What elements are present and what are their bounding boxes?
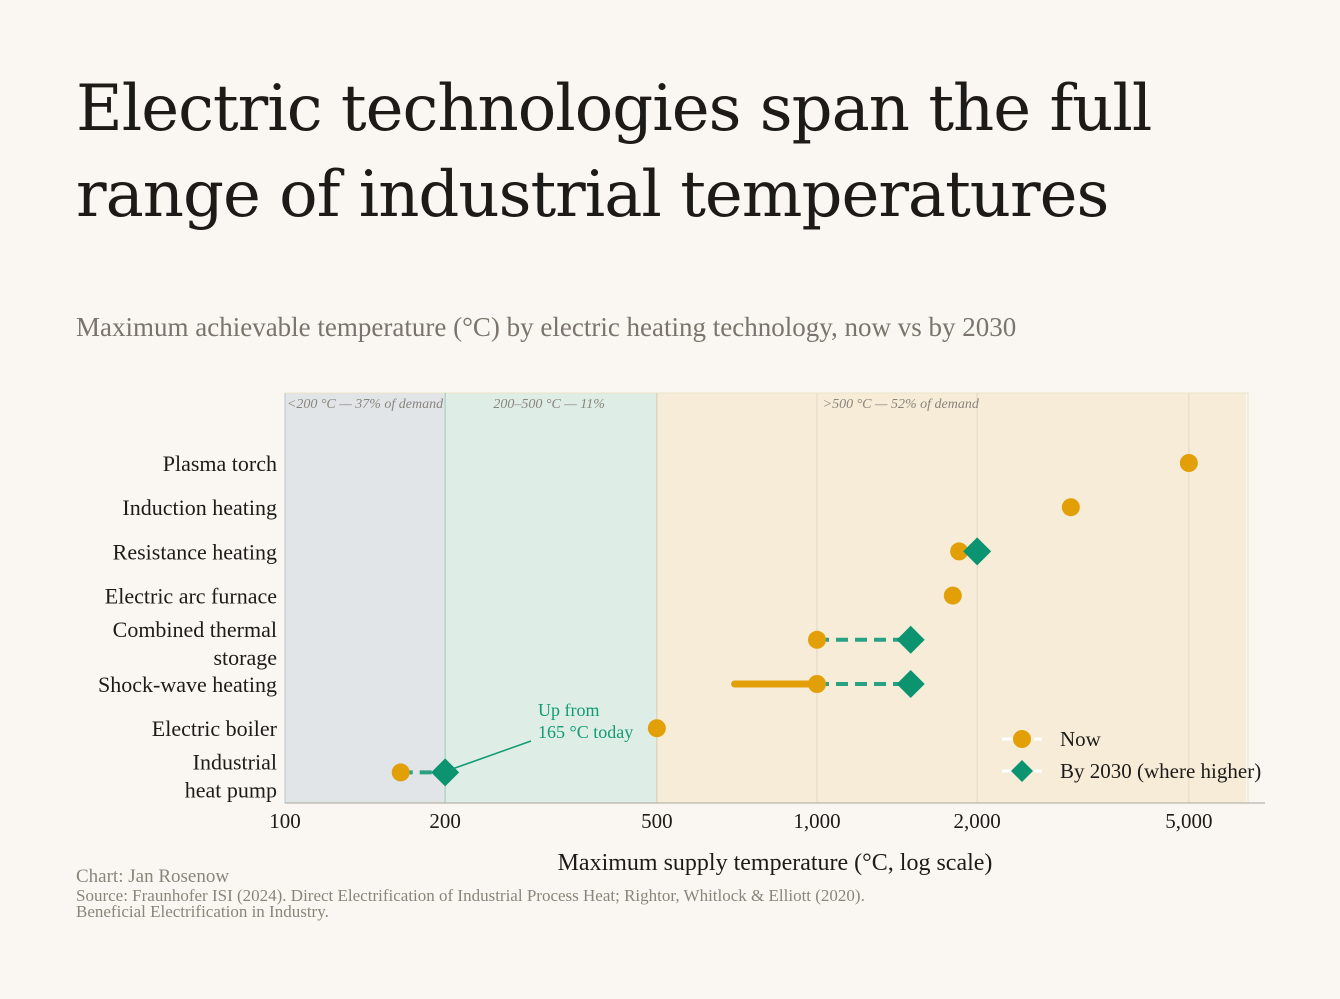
category-label: Resistance heating [113,539,277,564]
x-axis-label: Maximum supply temperature (°C, log scal… [558,850,993,876]
x-tick-label: 200 [429,809,461,833]
category-label: Industrial [193,749,277,774]
annotation-text: 165 °C today [538,722,633,742]
legend-label-2030: By 2030 (where higher) [1060,759,1261,783]
legend-marker-2030 [1011,760,1033,782]
x-tick-label: 500 [641,809,673,833]
point-now [943,586,962,605]
chart-title: Electric technologies span the full rang… [76,72,1152,232]
category-label: Electric arc furnace [105,584,277,609]
point-2030 [896,670,925,698]
band-label: 200–500 °C — 11% [493,397,605,412]
band-label: >500 °C — 52% of demand [823,397,980,412]
point-now [647,719,666,738]
chart-credit: Chart: Jan Rosenow [76,866,230,887]
annotation-arrow [450,740,532,771]
point-now [808,630,826,649]
legend-marker-now [1013,730,1031,748]
point-now [391,763,410,782]
category-label: Combined thermal [113,617,277,642]
legend-label-now: Now [1060,727,1102,751]
category-label: Induction heating [122,495,277,520]
point-now [808,675,826,693]
chart-subtitle: Maximum achievable temperature (°C) by e… [76,312,1017,342]
band-below-200 [285,393,446,803]
category-label: heat pump [185,777,277,802]
point-now [950,542,969,561]
point-now [1061,498,1080,517]
point-2030 [431,758,460,787]
band-200-500 [445,393,657,803]
x-tick-label: 1,000 [793,809,840,833]
point-now [1179,454,1198,472]
chart-footer: Chart: Jan Rosenow Source: Fraunhofer IS… [76,866,896,920]
chart-source: Source: Fraunhofer ISI (2024). Direct El… [76,886,865,921]
annotation-text: Up from [538,700,600,720]
x-tick-label: 100 [269,809,301,833]
category-label: Shock-wave heating [98,672,277,697]
point-2030 [963,537,992,566]
point-2030 [896,625,925,654]
x-tick-label: 5,000 [1165,809,1212,833]
band-label: <200 °C — 37% of demand [287,397,444,412]
category-label: Plasma torch [163,451,277,476]
x-tick-label: 2,000 [954,809,1001,833]
category-label: Electric boiler [152,716,278,741]
category-label: storage [213,645,277,670]
